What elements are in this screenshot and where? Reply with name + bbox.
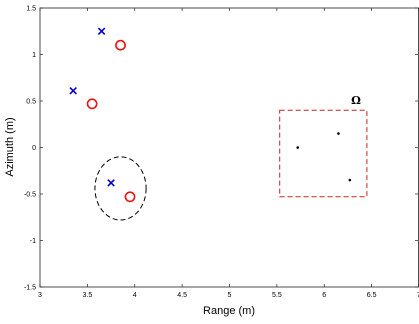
y-tick-label: -1 xyxy=(30,238,36,245)
point-marker xyxy=(348,178,352,182)
x-tick-label: 4 xyxy=(133,292,137,299)
cross-stroke xyxy=(97,27,106,36)
x-tick-label: 6.5 xyxy=(367,292,377,299)
y-tick-label: 1 xyxy=(32,52,36,59)
circle-marker xyxy=(124,191,136,203)
y-tick-label: 1.5 xyxy=(26,6,36,13)
x-tick-label: 6 xyxy=(322,292,326,299)
cross-marker xyxy=(97,27,106,36)
x-tick-label: 5 xyxy=(228,292,232,299)
point-marker xyxy=(337,132,340,135)
omega-region-box xyxy=(279,109,368,198)
y-tick-label: 0.5 xyxy=(26,99,36,106)
y-axis: -1.5 -1 -0.5 0 0.5 1 1.5 xyxy=(24,6,418,292)
circle-marker xyxy=(86,98,98,110)
x-axis: 3 3.5 4 4.5 5 5.5 6 6.5 7 xyxy=(38,8,419,299)
cross-marker xyxy=(107,179,115,187)
cross-marker xyxy=(69,87,77,95)
y-axis-title: Azimuth (m) xyxy=(4,117,16,176)
point-marker xyxy=(296,146,300,149)
data-marks xyxy=(69,27,368,221)
circle-marker xyxy=(115,39,126,51)
x-tick-label: 3 xyxy=(38,292,42,299)
omega-label: Ω xyxy=(351,94,361,107)
x-axis-title: Range (m) xyxy=(203,305,255,317)
x-tick-label: 7 xyxy=(417,292,419,299)
y-tick-label: -1.5 xyxy=(24,285,36,292)
x-tick-label: 5.5 xyxy=(272,292,282,299)
plot-border xyxy=(39,7,419,288)
cross-stroke xyxy=(69,87,77,95)
cross-stroke xyxy=(107,179,115,187)
dashed-ellipse xyxy=(94,156,147,221)
x-tick-label: 4.5 xyxy=(177,292,187,299)
y-tick-label: -0.5 xyxy=(24,192,36,199)
x-tick-label: 3.5 xyxy=(83,292,93,299)
plot-frame xyxy=(39,7,419,288)
y-tick-label: 0 xyxy=(32,145,36,152)
